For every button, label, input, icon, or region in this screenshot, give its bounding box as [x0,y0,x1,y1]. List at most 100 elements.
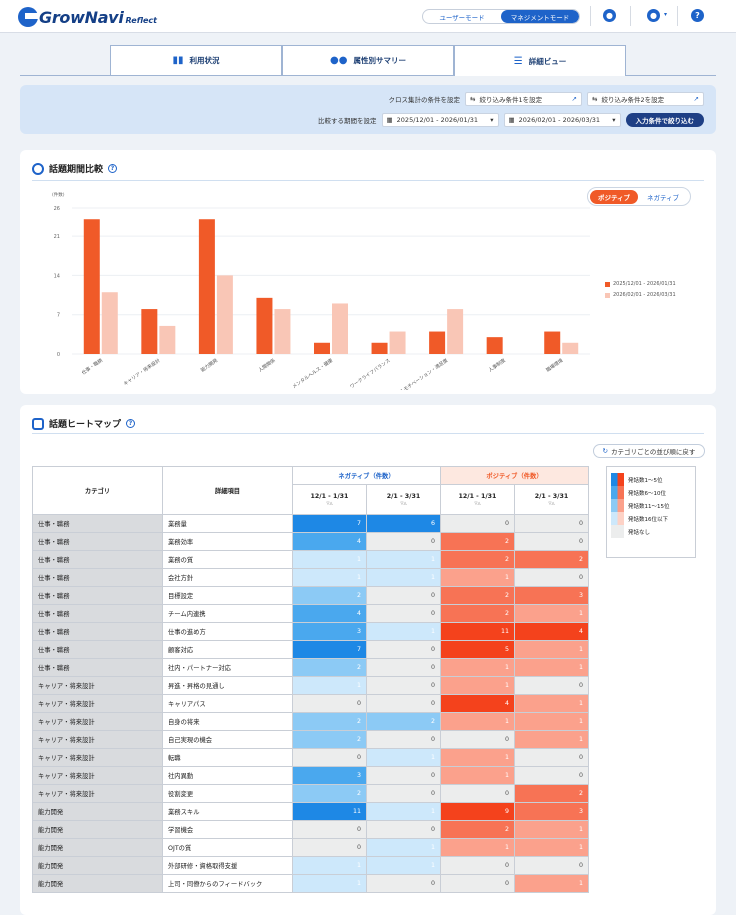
legend-swatch [605,281,610,287]
table-row: キャリア・将来設計 キャリアパス 0 0 4 1 [32,694,589,713]
detail-cell: 目標設定 [162,586,293,605]
neg-a-cell: 0 [292,748,367,767]
tab-divider [20,75,716,76]
pos-b-cell: 0 [514,748,589,767]
polarity-toggle[interactable]: ポジティブ ネガティブ [587,187,691,206]
cond2-button[interactable]: ⇆ 絞り込み条件2を設定 ↗ [587,92,704,106]
x-tick-label: ワークライフバランス [349,358,392,390]
divider [590,6,591,26]
period1-value: 2025/12/01 - 2026/01/31 [396,116,479,124]
pos-period-a[interactable]: 12/1 - 1/31 ▿▵ [440,484,515,515]
pos-b-cell: 0 [514,856,589,875]
pos-a-cell: 2 [440,532,515,551]
table-row: 仕事・職務 業務の質 1 1 2 2 [32,550,589,569]
detail-cell: 業務スキル [162,802,293,821]
sort-icon[interactable]: ▿▵ [474,499,481,507]
category-cell: 仕事・職務 [32,514,163,533]
neg-b-cell: 1 [366,748,441,767]
neg-b-cell: 1 [366,802,441,821]
period2-select[interactable]: ▦ 2026/02/01 - 2026/03/31 ▾ [503,113,621,127]
apply-filter-button[interactable]: 入力条件で絞り込む [625,113,704,127]
y-axis-label: (件数) [52,191,65,198]
cond2-label: 絞り込み条件2を設定 [601,96,665,104]
legend-row: 発話数11〜15位 [611,499,691,512]
x-tick-label: 人間関係 [257,357,277,374]
neg-a-cell: 1 [292,874,367,893]
divider [630,6,631,26]
help-icon[interactable]: ? [126,419,136,428]
neg-period-b[interactable]: 2/1 - 3/31 ▿▵ [366,484,441,515]
neg-a-cell: 0 [292,694,367,713]
table-row: 能力開発 業務スキル 11 1 9 3 [32,802,589,821]
neg-header: ネガティブ（件数） [292,466,441,485]
neg-a-cell: 7 [292,514,367,533]
category-cell: 能力開発 [32,802,163,821]
pos-b-cell: 1 [514,874,589,893]
sort-icon[interactable]: ▿▵ [326,499,333,507]
tab-detail[interactable]: ☰ 詳細ビュー [454,45,626,76]
pos-b-cell: 3 [514,586,589,605]
legend-item: 2026/02/01 - 2026/03/31 [605,292,676,298]
account-icon[interactable]: ● [647,9,660,22]
category-cell: 仕事・職務 [32,568,163,587]
period1-select[interactable]: ▦ 2025/12/01 - 2026/01/31 ▾ [381,113,499,127]
user-mode-button[interactable]: ユーザーモード [439,13,485,22]
bar [274,309,291,354]
tab-usage[interactable]: ▮▮ 利用状況 [110,45,282,75]
pos-b-cell: 2 [514,784,589,803]
app-logo[interactable]: GrowNavi Reflect [18,6,157,28]
neg-b-cell: 0 [366,766,441,785]
legend-label: 2025/12/01 - 2026/01/31 [613,281,676,287]
period-label: 2/1 - 3/31 [386,492,421,500]
manage-mode-button[interactable]: マネジメントモード [501,10,579,23]
help-icon[interactable]: ? [691,9,704,22]
neg-a-cell: 2 [292,586,367,605]
legend-label: 発話数11〜15位 [628,503,670,510]
heatmap-title-row: 話題ヒートマップ ? [32,417,136,430]
filter-panel: クロス集計の条件を設定 ⇆ 絞り込み条件1を設定 ↗ ⇆ 絞り込み条件2を設定 ↗ 比較… [20,85,716,134]
notification-icon[interactable]: ● [603,9,616,22]
tab-summary[interactable]: ●● 属性別サマリー [282,45,454,75]
pos-b-cell: 1 [514,694,589,713]
sort-icon[interactable]: ▿▵ [548,499,555,507]
bar [371,342,388,354]
heatmap-table: カテゴリ 詳細項目 ネガティブ（件数） ポジティブ（件数） 12/1 - 1/3… [32,466,589,893]
x-tick-label: 仕事・職務 [80,357,104,377]
positive-toggle[interactable]: ポジティブ [590,189,638,204]
category-cell: 仕事・職務 [32,658,163,677]
external-link-icon: ↗ [693,95,699,103]
neg-a-cell: 7 [292,640,367,659]
neg-a-cell: 2 [292,784,367,803]
pos-a-cell: 1 [440,748,515,767]
cond1-button[interactable]: ⇆ 絞り込み条件1を設定 ↗ [465,92,582,106]
legend-label: 発話数6〜10位 [628,490,666,497]
neg-b-cell: 0 [366,694,441,713]
legend-swatch [611,512,624,525]
bar-chart-icon: ▮▮ [172,55,184,66]
search-chart-icon [32,162,44,175]
neg-period-a[interactable]: 12/1 - 1/31 ▿▵ [292,484,367,515]
detail-cell: 学習機会 [162,820,293,839]
neg-b-cell: 0 [366,676,441,695]
table-row: 仕事・職務 社内・パートナー対応 2 0 1 1 [32,658,589,677]
sort-icon[interactable]: ▿▵ [400,499,407,507]
pos-b-cell: 1 [514,640,589,659]
reset-order-button[interactable]: ↻ カテゴリごとの並び順に戻す [593,444,705,458]
pos-period-b[interactable]: 2/1 - 3/31 ▿▵ [514,484,589,515]
category-cell: キャリア・将来設計 [32,676,163,695]
neg-a-cell: 3 [292,622,367,641]
pos-a-cell: 5 [440,640,515,659]
mode-switch[interactable]: ユーザーモード マネジメントモード [422,9,580,24]
table-row: キャリア・将来設計 自己実現の機会 2 0 0 1 [32,730,589,749]
pos-b-cell: 3 [514,802,589,821]
help-icon[interactable]: ? [108,164,118,173]
legend-label: 2026/02/01 - 2026/03/31 [613,292,676,298]
compare-card: 話題期間比較 ? ポジティブ ネガティブ (件数) 0 7 14 21 26 仕事・職務 キャ… [20,150,716,394]
chevron-down-icon[interactable]: ▾ [664,11,668,18]
heatmap-title: 話題ヒートマップ [49,420,122,430]
neg-a-cell: 1 [292,550,367,569]
detail-cell: 業務量 [162,514,293,533]
negative-toggle[interactable]: ネガティブ [646,193,680,202]
neg-b-cell: 1 [366,622,441,641]
bar [544,331,561,354]
